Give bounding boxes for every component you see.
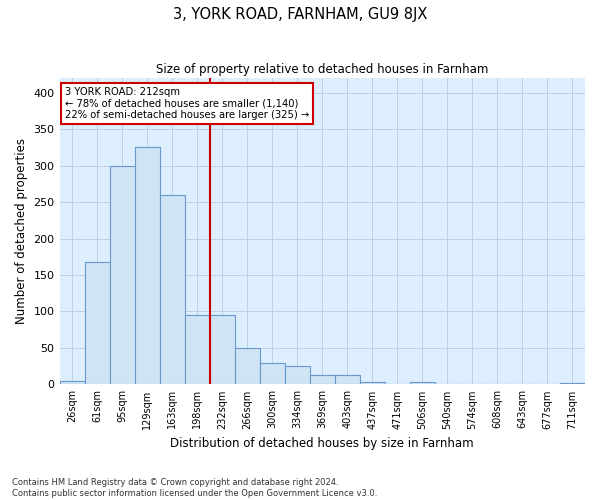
Bar [560,383,585,384]
Title: Size of property relative to detached houses in Farnham: Size of property relative to detached ho… [156,62,488,76]
Text: Contains HM Land Registry data © Crown copyright and database right 2024.
Contai: Contains HM Land Registry data © Crown c… [12,478,377,498]
Bar [360,382,385,384]
Text: 3, YORK ROAD, FARNHAM, GU9 8JX: 3, YORK ROAD, FARNHAM, GU9 8JX [173,8,427,22]
Bar [209,315,235,384]
Text: 3 YORK ROAD: 212sqm
← 78% of detached houses are smaller (1,140)
22% of semi-det: 3 YORK ROAD: 212sqm ← 78% of detached ho… [65,87,309,120]
Bar [134,148,160,384]
Bar [410,382,435,384]
Bar [59,381,85,384]
Bar [110,166,134,384]
Bar [185,315,209,384]
Bar [235,348,260,385]
Bar [310,375,335,384]
Bar [85,262,110,384]
Bar [285,366,310,384]
Bar [335,375,360,384]
Bar [160,195,185,384]
Bar [260,362,285,384]
Y-axis label: Number of detached properties: Number of detached properties [15,138,28,324]
X-axis label: Distribution of detached houses by size in Farnham: Distribution of detached houses by size … [170,437,474,450]
